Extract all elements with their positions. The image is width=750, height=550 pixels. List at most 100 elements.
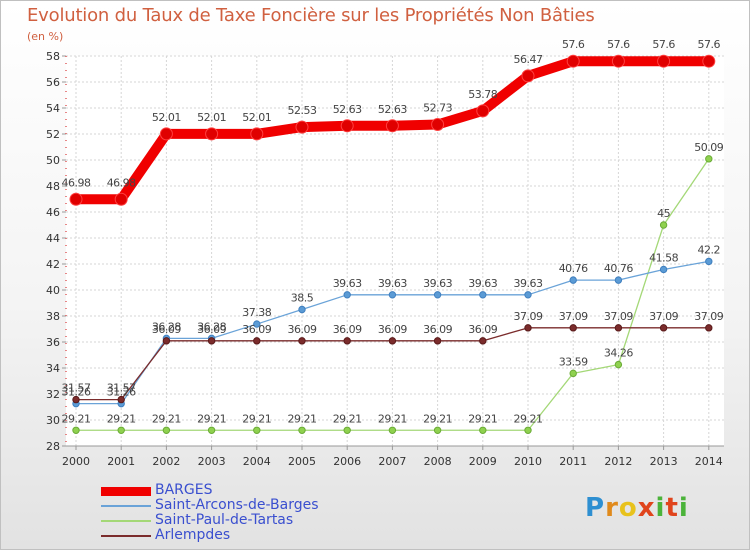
y-tick-label: 56	[46, 76, 60, 89]
data-label-saint-paul-de-tartas: 29.21	[62, 412, 91, 425]
data-point-saint-paul-de-tartas	[388, 426, 397, 434]
y-tick-label: 48	[46, 180, 60, 193]
data-point-saint-arcons-de-barges	[253, 320, 261, 328]
data-point-saint-paul-de-tartas	[207, 426, 216, 434]
data-point-barges	[250, 127, 264, 141]
x-tick-label: 2013	[650, 455, 678, 468]
logo-letter: r	[605, 493, 619, 523]
data-point-arlempdes	[614, 324, 623, 332]
data-label-barges: 46.98	[107, 176, 136, 189]
data-point-barges	[340, 119, 354, 133]
data-label-saint-paul-de-tartas: 29.21	[333, 412, 362, 425]
data-labels: 46.98 46.98 52.01 52.01 52.01 52.53 52.63 52.63…	[62, 38, 725, 425]
data-label-saint-paul-de-tartas: 29.21	[423, 412, 452, 425]
data-label-saint-arcons-de-barges: 39.63	[333, 277, 362, 290]
data-point-barges	[566, 54, 580, 68]
data-point-arlempdes	[705, 324, 713, 332]
data-label-arlempdes: 31.57	[107, 382, 136, 395]
data-label-saint-arcons-de-barges: 42.2	[698, 243, 721, 256]
data-point-arlempdes	[207, 337, 216, 345]
data-label-barges: 46.98	[62, 176, 91, 189]
x-tick-label: 2000	[62, 455, 90, 468]
data-point-barges	[611, 54, 625, 68]
data-point-saint-paul-de-tartas	[343, 426, 351, 434]
data-label-barges: 57.6	[562, 38, 585, 51]
logo-letter: P	[585, 493, 606, 523]
data-point-arlempdes	[298, 337, 306, 345]
y-tick-label: 42	[46, 258, 60, 271]
data-label-barges: 57.6	[698, 38, 721, 51]
x-tick-label: 2005	[288, 455, 316, 468]
x-tick-label: 2004	[243, 455, 271, 468]
x-tick-label: 2012	[604, 455, 632, 468]
legend-label: Saint-Arcons-de-Barges	[155, 497, 319, 513]
series-lines	[69, 54, 716, 434]
data-label-barges: 53.78	[468, 88, 497, 101]
data-point-saint-arcons-de-barges	[569, 276, 577, 284]
legend-label: Arlempdes	[155, 527, 231, 543]
data-point-saint-paul-de-tartas	[72, 426, 80, 434]
data-label-arlempdes: 37.09	[649, 310, 678, 323]
data-label-saint-arcons-de-barges: 39.63	[423, 277, 452, 290]
data-label-arlempdes: 37.09	[694, 310, 723, 323]
data-label-saint-paul-de-tartas: 29.21	[197, 412, 226, 425]
data-point-arlempdes	[117, 395, 125, 404]
data-point-barges	[295, 120, 309, 134]
data-label-barges: 52.63	[333, 103, 362, 116]
data-label-barges: 52.53	[288, 104, 317, 117]
data-point-saint-paul-de-tartas	[162, 426, 171, 434]
data-point-saint-arcons-de-barges	[524, 291, 532, 299]
data-label-arlempdes: 36.09	[152, 323, 181, 336]
y-tick-label: 32	[46, 388, 60, 401]
data-label-saint-arcons-de-barges: 39.63	[378, 277, 407, 290]
data-point-saint-paul-de-tartas	[614, 360, 623, 369]
logo-letter: i	[655, 493, 666, 523]
data-point-arlempdes	[253, 337, 261, 345]
data-label-saint-arcons-de-barges: 37.38	[242, 306, 271, 319]
y-tick-label: 46	[46, 206, 60, 219]
data-label-arlempdes: 37.09	[514, 310, 543, 323]
data-label-barges: 52.63	[378, 103, 407, 116]
data-label-saint-paul-de-tartas: 33.59	[559, 355, 588, 368]
data-label-saint-arcons-de-barges: 39.63	[514, 277, 543, 290]
data-label-saint-paul-de-tartas: 29.21	[152, 412, 181, 425]
data-point-arlempdes	[479, 337, 487, 345]
data-label-arlempdes: 36.09	[333, 323, 362, 336]
data-label-saint-paul-de-tartas: 29.21	[107, 412, 136, 425]
data-label-barges: 52.73	[423, 102, 452, 115]
proxiti-logo: Proxiti	[585, 493, 689, 523]
x-tick-label: 2014	[695, 455, 723, 468]
data-label-arlempdes: 31.57	[62, 382, 91, 395]
data-label-barges: 52.01	[197, 111, 226, 124]
data-point-barges	[69, 192, 83, 206]
data-label-saint-paul-de-tartas: 29.21	[288, 412, 317, 425]
data-label-arlempdes: 37.09	[604, 310, 633, 323]
data-label-barges: 56.47	[514, 53, 543, 66]
data-label-barges: 57.6	[652, 38, 675, 51]
legend-swatch	[101, 486, 151, 496]
data-point-saint-paul-de-tartas	[524, 426, 532, 434]
data-label-saint-paul-de-tartas: 45	[657, 207, 670, 220]
data-point-arlempdes	[524, 324, 532, 332]
data-point-saint-paul-de-tartas	[479, 426, 487, 434]
data-point-barges	[205, 127, 219, 141]
y-tick-label: 58	[46, 50, 60, 63]
data-point-barges	[702, 54, 716, 68]
data-point-saint-paul-de-tartas	[569, 369, 577, 378]
data-point-saint-arcons-de-barges	[705, 257, 713, 266]
data-label-saint-paul-de-tartas: 29.21	[468, 412, 497, 425]
x-tick-label: 2007	[378, 455, 406, 468]
data-label-arlempdes: 36.09	[468, 323, 497, 336]
data-label-saint-arcons-de-barges: 36.28	[197, 320, 226, 333]
data-point-saint-arcons-de-barges	[614, 276, 623, 284]
data-label-saint-arcons-de-barges: 31.26	[107, 386, 136, 399]
legend-swatch	[101, 520, 151, 522]
data-label-barges: 52.01	[242, 111, 271, 124]
y-tick-label: 40	[46, 284, 60, 297]
logo-letter: x	[637, 493, 656, 523]
x-tick-label: 2010	[514, 455, 542, 468]
legend-label: BARGES	[155, 482, 213, 498]
x-tick-label: 2008	[424, 455, 452, 468]
logo-letter: i	[678, 493, 689, 523]
data-point-saint-paul-de-tartas	[298, 426, 306, 434]
